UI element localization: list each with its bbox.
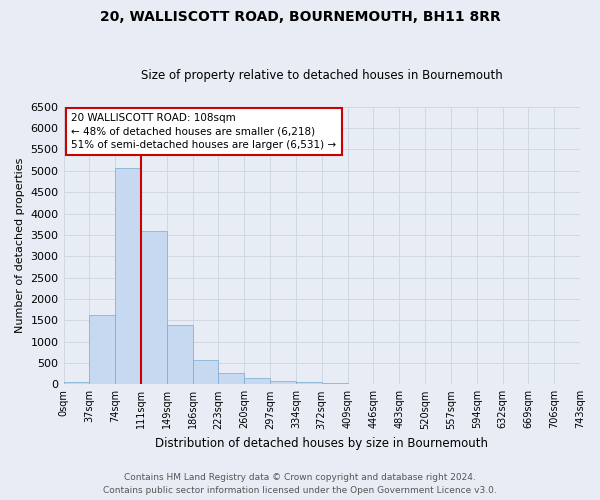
Bar	[244, 378, 270, 384]
Bar	[270, 381, 296, 384]
Y-axis label: Number of detached properties: Number of detached properties	[15, 158, 25, 333]
Bar	[141, 231, 167, 384]
Text: 20, WALLISCOTT ROAD, BOURNEMOUTH, BH11 8RR: 20, WALLISCOTT ROAD, BOURNEMOUTH, BH11 8…	[100, 10, 500, 24]
Text: 20 WALLISCOTT ROAD: 108sqm
← 48% of detached houses are smaller (6,218)
51% of s: 20 WALLISCOTT ROAD: 108sqm ← 48% of deta…	[71, 113, 337, 150]
Bar	[167, 324, 193, 384]
Bar	[115, 168, 141, 384]
Text: Contains HM Land Registry data © Crown copyright and database right 2024.
Contai: Contains HM Land Registry data © Crown c…	[103, 474, 497, 495]
Bar	[193, 360, 218, 384]
X-axis label: Distribution of detached houses by size in Bournemouth: Distribution of detached houses by size …	[155, 437, 488, 450]
Title: Size of property relative to detached houses in Bournemouth: Size of property relative to detached ho…	[141, 69, 503, 82]
Bar	[296, 382, 322, 384]
Bar	[64, 382, 89, 384]
Bar	[322, 382, 347, 384]
Bar	[89, 315, 115, 384]
Bar	[218, 373, 244, 384]
